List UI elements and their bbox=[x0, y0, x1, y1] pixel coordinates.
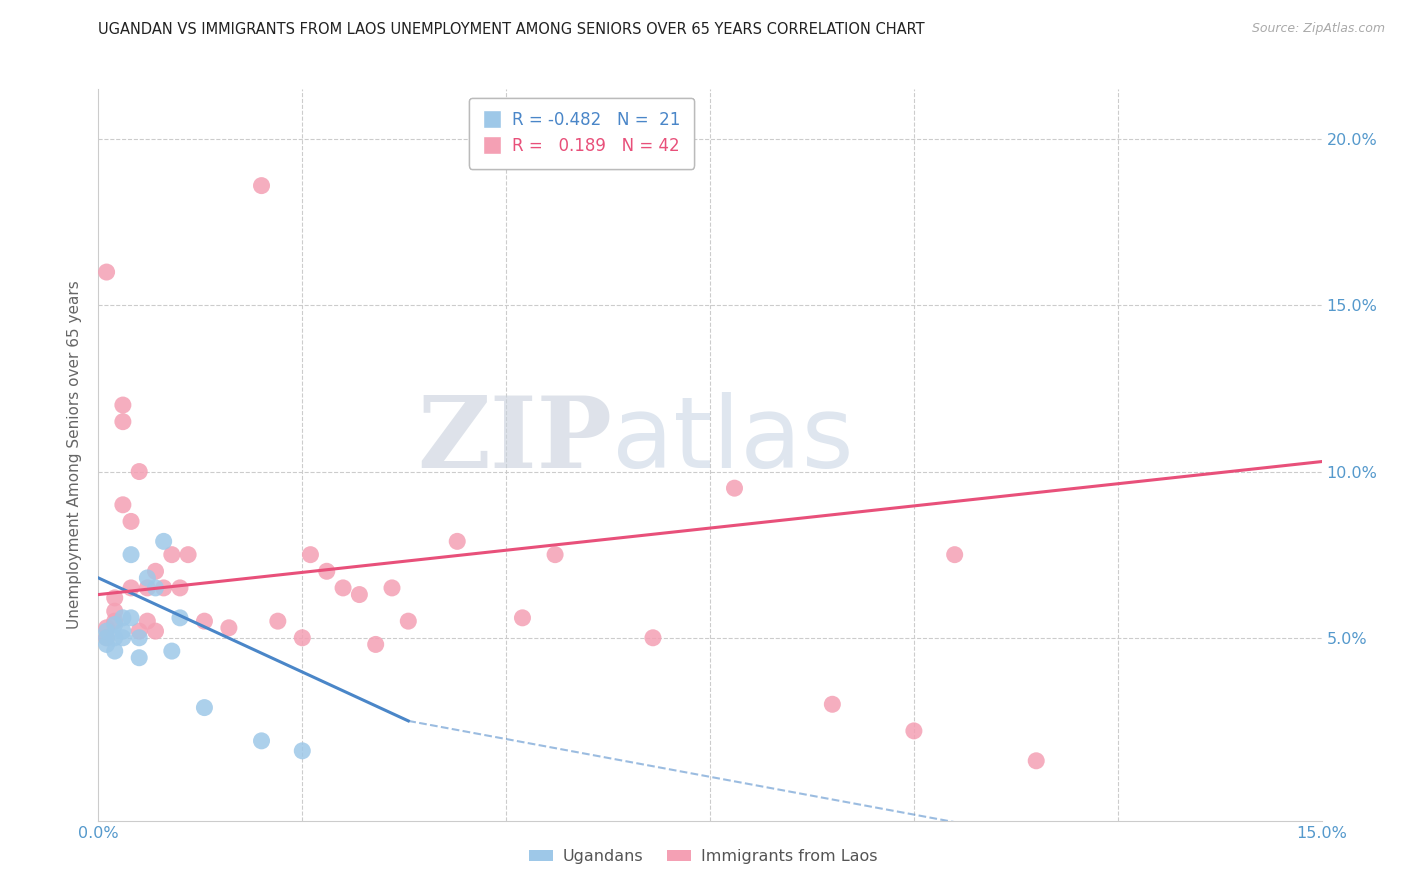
Point bbox=[291, 744, 314, 758]
Point bbox=[96, 265, 118, 279]
Point bbox=[512, 611, 534, 625]
Point bbox=[250, 178, 273, 193]
Point bbox=[299, 548, 322, 562]
Point bbox=[128, 465, 150, 479]
Point bbox=[193, 614, 215, 628]
Legend: Ugandans, Immigrants from Laos: Ugandans, Immigrants from Laos bbox=[517, 838, 889, 875]
Point bbox=[544, 548, 567, 562]
Point bbox=[1025, 754, 1047, 768]
Point bbox=[136, 581, 159, 595]
Point bbox=[120, 515, 142, 529]
Point bbox=[291, 631, 314, 645]
Point bbox=[903, 723, 925, 738]
Point bbox=[145, 564, 167, 578]
Point bbox=[136, 571, 159, 585]
Point bbox=[943, 548, 966, 562]
Point bbox=[136, 614, 159, 628]
Point bbox=[723, 481, 745, 495]
Point bbox=[96, 631, 118, 645]
Point bbox=[169, 611, 191, 625]
Point bbox=[446, 534, 468, 549]
Text: ZIP: ZIP bbox=[418, 392, 612, 489]
Point bbox=[104, 617, 127, 632]
Text: UGANDAN VS IMMIGRANTS FROM LAOS UNEMPLOYMENT AMONG SENIORS OVER 65 YEARS CORRELA: UGANDAN VS IMMIGRANTS FROM LAOS UNEMPLOY… bbox=[98, 22, 925, 37]
Point bbox=[821, 698, 844, 712]
Point bbox=[104, 604, 127, 618]
Point bbox=[641, 631, 664, 645]
Point bbox=[177, 548, 200, 562]
Text: Source: ZipAtlas.com: Source: ZipAtlas.com bbox=[1251, 22, 1385, 36]
Point bbox=[128, 631, 150, 645]
Point bbox=[96, 631, 118, 645]
Point bbox=[111, 398, 134, 412]
Point bbox=[120, 581, 142, 595]
Point bbox=[152, 534, 174, 549]
Point bbox=[96, 621, 118, 635]
Point bbox=[128, 624, 150, 639]
Point bbox=[145, 581, 167, 595]
Text: atlas: atlas bbox=[612, 392, 853, 489]
Point bbox=[111, 611, 134, 625]
Point bbox=[349, 588, 371, 602]
Point bbox=[364, 637, 387, 651]
Point bbox=[104, 644, 127, 658]
Point bbox=[250, 734, 273, 748]
Point bbox=[111, 624, 134, 639]
Point bbox=[315, 564, 337, 578]
Point bbox=[96, 624, 118, 639]
Point bbox=[111, 631, 134, 645]
Point bbox=[111, 415, 134, 429]
Point bbox=[152, 581, 174, 595]
Point bbox=[218, 621, 240, 635]
Point bbox=[104, 631, 127, 645]
Point bbox=[160, 644, 183, 658]
Point bbox=[160, 548, 183, 562]
Point bbox=[104, 614, 127, 628]
Point bbox=[396, 614, 419, 628]
Legend: R = -0.482   N =  21, R =   0.189   N = 42: R = -0.482 N = 21, R = 0.189 N = 42 bbox=[470, 97, 695, 169]
Point bbox=[332, 581, 354, 595]
Point bbox=[111, 498, 134, 512]
Point bbox=[120, 611, 142, 625]
Point bbox=[169, 581, 191, 595]
Point bbox=[120, 548, 142, 562]
Point bbox=[96, 637, 118, 651]
Point bbox=[381, 581, 404, 595]
Point bbox=[104, 591, 127, 605]
Point bbox=[128, 650, 150, 665]
Point bbox=[193, 700, 215, 714]
Y-axis label: Unemployment Among Seniors over 65 years: Unemployment Among Seniors over 65 years bbox=[67, 281, 83, 629]
Point bbox=[267, 614, 290, 628]
Point bbox=[145, 624, 167, 639]
